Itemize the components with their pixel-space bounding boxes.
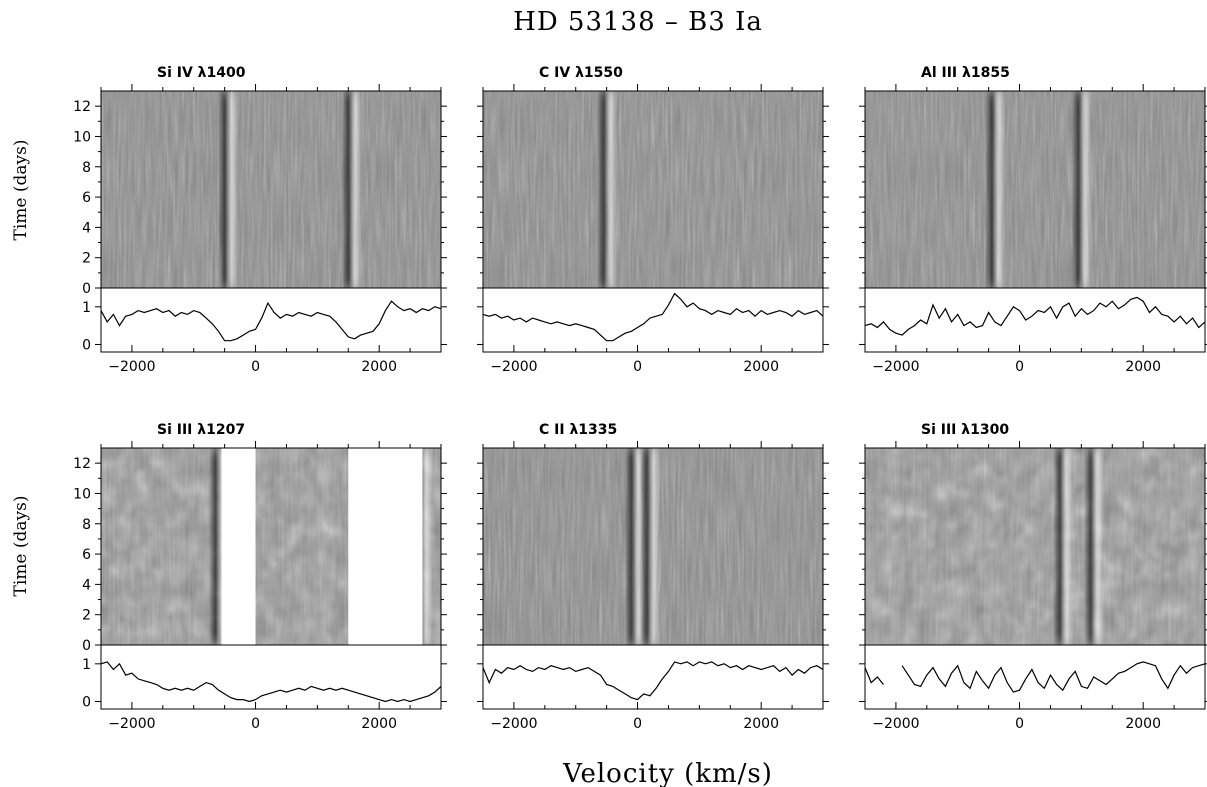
masked-region bbox=[221, 448, 256, 645]
x-tick-label: −2000 bbox=[490, 716, 537, 732]
feature-streak-bright bbox=[1063, 448, 1070, 645]
x-tick-label: −2000 bbox=[872, 359, 919, 375]
feature-streak-dark bbox=[1075, 91, 1082, 288]
panel-title: C IV λ1550 bbox=[539, 65, 623, 81]
feature-streak-dark bbox=[212, 448, 219, 645]
spectrum-texture bbox=[483, 91, 823, 288]
feature-streak-bright bbox=[995, 91, 1002, 288]
y-tick-label: 2 bbox=[82, 251, 91, 267]
profile-frame bbox=[100, 644, 442, 710]
y-tick-label: 2 bbox=[82, 608, 91, 624]
profile-line bbox=[482, 292, 824, 342]
profile-line bbox=[482, 661, 824, 701]
dynamic-spectrum bbox=[483, 91, 823, 288]
profile-frame bbox=[482, 644, 824, 710]
masked-region bbox=[348, 448, 423, 645]
feature-streak-bright bbox=[635, 448, 642, 645]
y-tick-label: 12 bbox=[73, 99, 91, 115]
x-tick-label: 0 bbox=[251, 359, 260, 375]
feature-streak-bright bbox=[228, 91, 235, 288]
profile-line bbox=[100, 661, 442, 703]
y-tick-label: 4 bbox=[82, 220, 91, 236]
y-tick-label: 0 bbox=[82, 281, 91, 297]
feature-streak-dark bbox=[345, 91, 352, 288]
x-tick-label: 2000 bbox=[361, 359, 397, 375]
profile-frame bbox=[864, 287, 1206, 353]
dynamic-spectrum bbox=[865, 448, 1205, 645]
y-tick-label: 8 bbox=[82, 160, 91, 176]
feature-streak-dark bbox=[988, 91, 995, 288]
x-tick-label: 2000 bbox=[743, 716, 779, 732]
feature-streak-dark bbox=[221, 91, 228, 288]
y-tick-label: 12 bbox=[73, 456, 91, 472]
profile-line bbox=[864, 661, 1206, 693]
x-tick-label: 2000 bbox=[361, 716, 397, 732]
panel-4: Si III λ1207 0 2 4 6 8 10 12 0 1 −2000 0 2000 bbox=[73, 422, 447, 732]
figure-title: HD 53138 – B3 Ia bbox=[513, 7, 763, 37]
x-tick-label: −2000 bbox=[108, 359, 155, 375]
x-tick-label: 0 bbox=[251, 716, 260, 732]
y-tick-label: 10 bbox=[73, 486, 91, 502]
profile-y-tick-label: 1 bbox=[82, 657, 91, 673]
spectrum-texture bbox=[865, 91, 1205, 288]
feature-streak-bright bbox=[423, 448, 430, 645]
panel-title: Si III λ1207 bbox=[157, 422, 245, 438]
y-axis-label-bottom: Time (days) bbox=[11, 496, 31, 597]
x-tick-label: 0 bbox=[633, 716, 642, 732]
profile-y-tick-label: 1 bbox=[82, 300, 91, 316]
dynamic-spectrum bbox=[101, 91, 441, 288]
profile-line bbox=[100, 300, 442, 342]
feature-streak-dark bbox=[1056, 448, 1063, 645]
feature-streak-dark bbox=[643, 448, 650, 645]
feature-streak-bright bbox=[1082, 91, 1089, 288]
x-tick-label: 2000 bbox=[1125, 716, 1161, 732]
profile-line bbox=[864, 296, 1206, 336]
panel-1: Si IV λ1400 0 2 4 6 8 10 12 0 1 −2000 0 2000 bbox=[73, 65, 447, 375]
y-tick-label: 8 bbox=[82, 517, 91, 533]
panel-title: Si IV λ1400 bbox=[157, 65, 246, 81]
profile-y-tick-label: 0 bbox=[82, 337, 91, 353]
profile-frame bbox=[100, 287, 442, 353]
dynamic-spectrum bbox=[101, 448, 441, 645]
feature-streak-bright bbox=[650, 448, 657, 645]
panel-title: Si III λ1300 bbox=[921, 422, 1009, 438]
profile-frame bbox=[482, 287, 824, 353]
dynamic-spectrum bbox=[865, 91, 1205, 288]
x-tick-label: 0 bbox=[1015, 716, 1024, 732]
x-tick-label: 0 bbox=[1015, 359, 1024, 375]
y-tick-label: 4 bbox=[82, 577, 91, 593]
y-tick-label: 6 bbox=[82, 190, 91, 206]
x-tick-label: −2000 bbox=[490, 359, 537, 375]
panel-6: Si III λ1300 −2000 0 2000 bbox=[859, 422, 1207, 732]
x-tick-label: 0 bbox=[633, 359, 642, 375]
y-axis-label-top: Time (days) bbox=[11, 140, 31, 241]
panel-3: Al III λ1855 −2000 0 2000 bbox=[859, 65, 1207, 375]
feature-streak-dark bbox=[600, 91, 607, 288]
dynamic-spectrum bbox=[483, 448, 823, 645]
x-tick-label: 2000 bbox=[743, 359, 779, 375]
panel-2: C IV λ1550 −2000 0 2000 bbox=[477, 65, 829, 375]
feature-streak-dark bbox=[628, 448, 635, 645]
y-tick-label: 10 bbox=[73, 129, 91, 145]
spectrum-texture-fine bbox=[865, 448, 1205, 645]
x-tick-label: −2000 bbox=[108, 716, 155, 732]
feature-streak-bright bbox=[607, 91, 614, 288]
panel-title: C II λ1335 bbox=[539, 422, 617, 438]
spectrum-texture bbox=[101, 91, 441, 288]
feature-streak-dark bbox=[1087, 448, 1094, 645]
y-tick-label: 6 bbox=[82, 547, 91, 563]
panel-5: C II λ1335 −2000 0 2000 bbox=[477, 422, 829, 732]
y-tick-label: 0 bbox=[82, 638, 91, 654]
x-tick-label: −2000 bbox=[872, 716, 919, 732]
x-axis-label: Velocity (km/s) bbox=[562, 759, 773, 787]
feature-streak-bright bbox=[352, 91, 359, 288]
feature-streak-bright bbox=[1094, 448, 1101, 645]
panel-title: Al III λ1855 bbox=[921, 65, 1010, 81]
profile-y-tick-label: 0 bbox=[82, 694, 91, 710]
x-tick-label: 2000 bbox=[1125, 359, 1161, 375]
